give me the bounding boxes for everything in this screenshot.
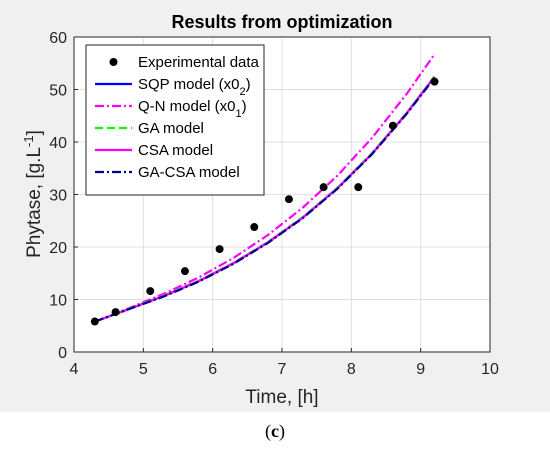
y-tick-label: 10 [49,293,67,310]
legend-label-main: GA model [138,120,204,137]
chart: 4 5 6 7 8 9 10 0 10 20 30 40 50 60 Results from optim… [21,12,500,408]
legend-label-sub: 2 [239,86,245,98]
data-point [180,267,189,276]
data-point [111,308,120,317]
legend-label-2: GA model [138,120,204,137]
scatter-points [90,77,439,326]
legend-label-main: Q-N model (x0 [138,98,236,115]
legend-label-end: ) [242,98,247,115]
x-tick-label: 9 [416,361,425,378]
legend-marker-scatter [109,58,118,66]
legend-label-scatter: Experimental data [138,54,260,71]
data-point [354,183,363,192]
data-point [250,223,259,232]
x-tick-label: 7 [278,361,287,378]
legend-label-3: CSA model [138,142,213,159]
y-tick-label: 0 [58,345,67,362]
data-point [146,287,155,296]
x-tick-label: 8 [347,361,356,378]
x-tick-label: 4 [70,361,79,378]
data-point [284,195,293,204]
x-axis-label: Time, [h] [245,387,318,408]
caption-open: ( [265,421,271,441]
y-axis-label-sup: -1 [21,135,36,147]
legend-label-0: SQP model (x02) [138,76,251,98]
y-tick-label: 50 [49,83,67,100]
y-axis-label: Phytase, [g.L-1] [21,130,46,258]
y-axis-label-end: ] [24,130,45,135]
y-tick-label: 30 [49,188,67,205]
series-line-4 [94,77,436,323]
ticks: 4 5 6 7 8 9 10 0 10 20 30 40 50 60 [49,30,499,378]
y-tick-label: 20 [49,240,67,257]
caption-close: ) [279,421,285,441]
chart-title: Results from optimization [171,12,392,32]
figure-panel: 4 5 6 7 8 9 10 0 10 20 30 40 50 60 Results from optim… [0,0,550,412]
series-lines [94,53,436,323]
x-tick-label: 6 [208,361,217,378]
legend-label-main: SQP model (x0 [138,76,239,93]
y-tick-label: 60 [49,30,67,47]
data-point [430,77,439,86]
figure-caption: (c) [0,412,550,451]
x-tick-label: 5 [139,361,148,378]
series-line-1 [94,53,436,323]
data-point [90,317,99,326]
legend-label-1: Q-N model (x01) [138,98,247,120]
legend-box [85,44,265,196]
legend-label-sub: 1 [236,108,242,120]
caption-letter: c [271,421,279,441]
x-tick-label: 10 [481,361,499,378]
y-tick-label: 40 [49,135,67,152]
legend-label-end: ) [246,76,251,93]
data-point [319,183,328,192]
data-point [388,121,397,130]
legend-label-main: CSA model [138,142,213,159]
legend-label-main: GA-CSA model [138,164,240,181]
y-axis-label-main: Phytase, [g.L [24,147,45,258]
legend-label-4: GA-CSA model [138,164,240,181]
data-point [215,245,224,254]
